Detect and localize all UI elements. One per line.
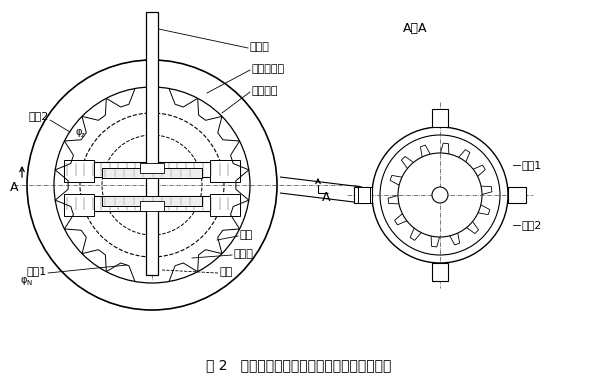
Bar bbox=[146, 12, 158, 275]
Text: 输出轴: 输出轴 bbox=[250, 42, 270, 52]
Bar bbox=[64, 160, 94, 182]
Text: N: N bbox=[26, 280, 31, 286]
Text: 定子绕组: 定子绕组 bbox=[252, 86, 279, 96]
Text: 可动子: 可动子 bbox=[234, 249, 254, 259]
Bar bbox=[140, 201, 164, 211]
Text: 转子: 转子 bbox=[220, 267, 233, 277]
Text: 气隙1: 气隙1 bbox=[522, 160, 542, 170]
Text: A: A bbox=[322, 190, 331, 203]
Bar bbox=[64, 162, 240, 177]
Text: 可动子绕组: 可动子绕组 bbox=[252, 64, 285, 74]
Bar bbox=[508, 187, 526, 203]
Text: 定子: 定子 bbox=[240, 230, 253, 240]
Bar bbox=[102, 168, 202, 178]
Text: z: z bbox=[81, 132, 85, 138]
Text: A: A bbox=[10, 181, 19, 194]
Text: φ: φ bbox=[20, 275, 26, 285]
Bar bbox=[210, 194, 240, 216]
Bar bbox=[210, 160, 240, 182]
Text: 图 2   正交圆柱结构两自由度电动机原理示意图: 图 2 正交圆柱结构两自由度电动机原理示意图 bbox=[206, 358, 392, 372]
Text: 气隙1: 气隙1 bbox=[26, 266, 46, 276]
Text: A－A: A－A bbox=[402, 21, 427, 35]
Bar bbox=[358, 187, 370, 203]
Bar bbox=[102, 196, 202, 206]
Bar bbox=[140, 163, 164, 173]
Circle shape bbox=[432, 187, 448, 203]
Bar bbox=[432, 109, 448, 127]
Bar bbox=[354, 187, 372, 203]
Text: 气隙2: 气隙2 bbox=[522, 220, 542, 230]
Bar bbox=[432, 263, 448, 281]
Text: 气隙2: 气隙2 bbox=[28, 111, 48, 121]
Text: φ: φ bbox=[75, 127, 81, 137]
Bar bbox=[64, 194, 94, 216]
Bar bbox=[64, 196, 240, 211]
